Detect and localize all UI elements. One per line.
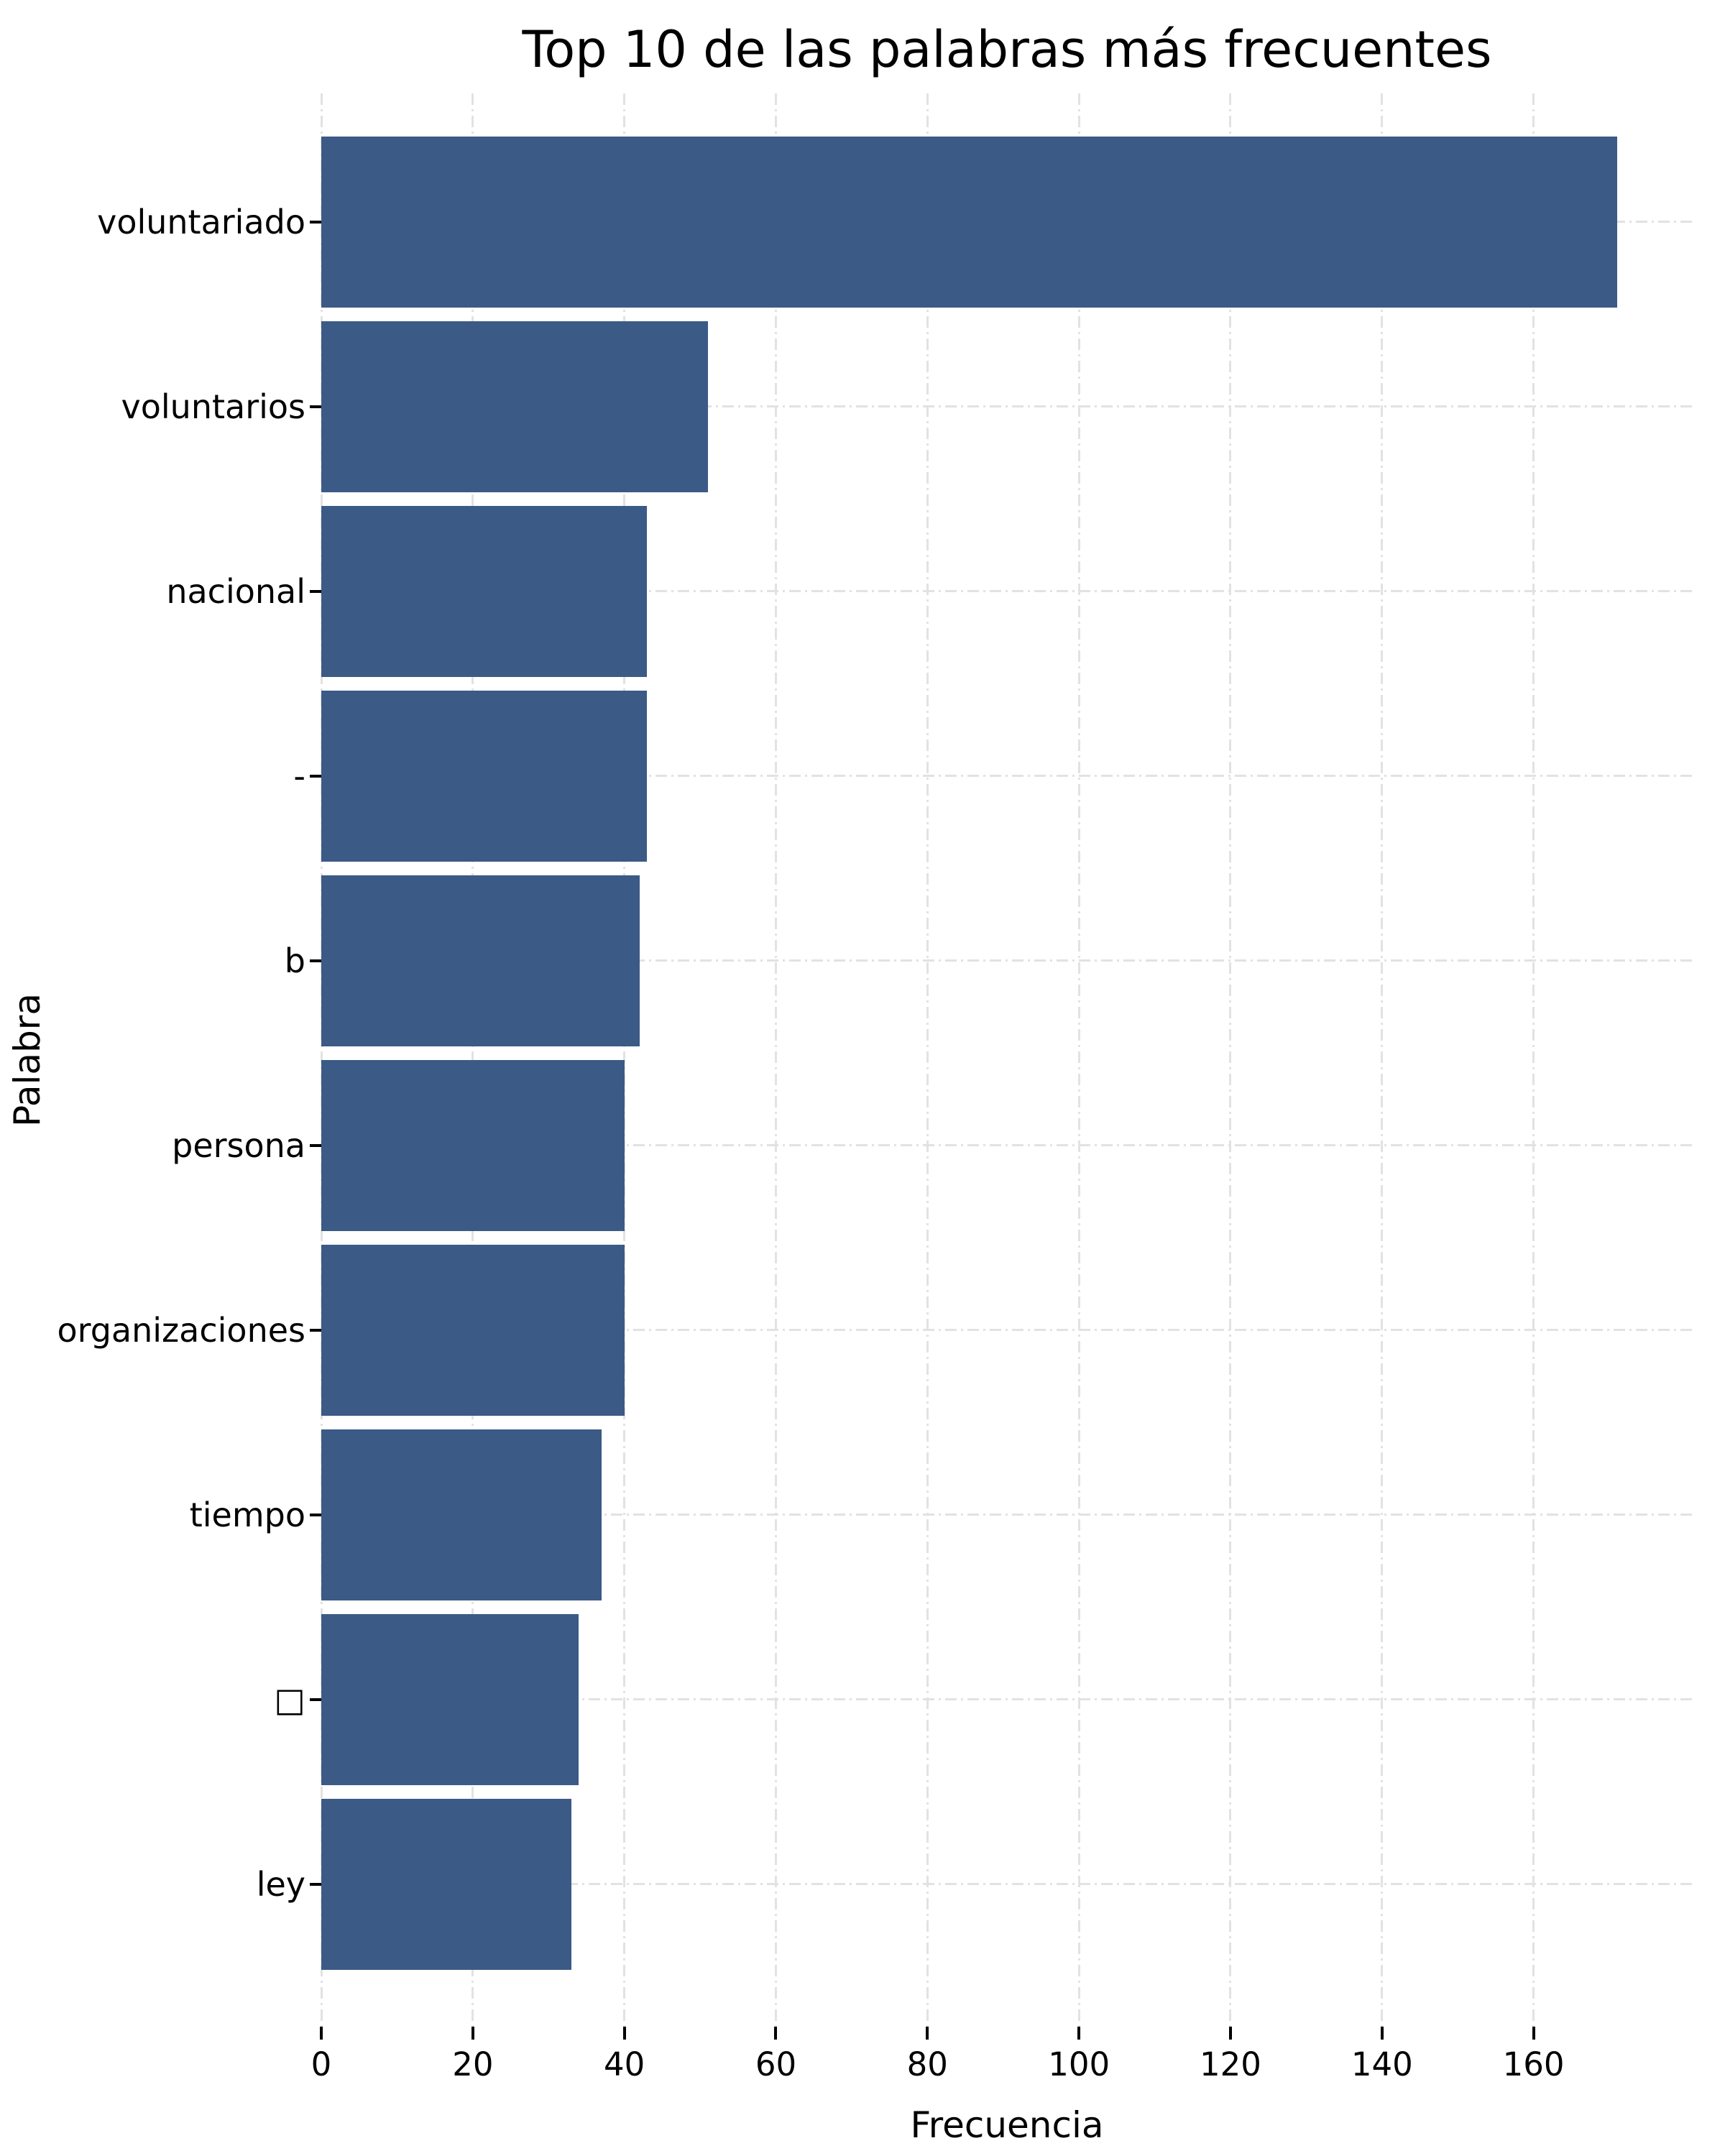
x-tick-label: 80 (906, 2045, 948, 2083)
y-tick-label: persona (172, 1125, 305, 1165)
x-tick-label: 120 (1200, 2045, 1261, 2083)
plot-area (320, 93, 1693, 2027)
y-tick-label: tiempo (189, 1495, 305, 1534)
x-tick-mark (926, 2027, 929, 2040)
y-tick-label: ley (256, 1864, 305, 1904)
x-tick-label: 20 (452, 2045, 494, 2083)
bar-9 (321, 1613, 579, 1785)
y-tick-mark (310, 1882, 321, 1886)
x-tick-mark (320, 2027, 323, 2040)
x-tick-mark (1380, 2027, 1384, 2040)
bar-6 (321, 1059, 625, 1231)
x-tick-mark (1228, 2027, 1232, 2040)
bar-8 (321, 1429, 602, 1600)
bar-2 (321, 321, 708, 492)
x-tick-mark (471, 2027, 474, 2040)
y-tick-label: voluntariado (97, 202, 305, 241)
chart-title: Top 10 de las palabras más frecuentes (522, 20, 1492, 79)
x-tick-mark (1077, 2027, 1081, 2040)
x-gridline (623, 93, 626, 2027)
y-axis-label: Palabra (6, 992, 48, 1128)
x-tick-label: 140 (1351, 2045, 1413, 2083)
y-tick-mark (310, 774, 321, 778)
y-gridline (321, 405, 1693, 407)
x-gridline (1229, 93, 1232, 2027)
x-gridline (1381, 93, 1384, 2027)
bar-5 (321, 875, 640, 1046)
x-axis-label: Frecuencia (910, 2104, 1104, 2146)
bar-4 (321, 690, 648, 862)
bar-1 (321, 136, 1617, 308)
x-tick-mark (774, 2027, 778, 2040)
y-tick-mark (310, 1513, 321, 1516)
y-tick-mark (310, 1143, 321, 1147)
y-gridline (321, 959, 1693, 962)
x-gridline (1077, 93, 1080, 2027)
y-tick-label: - (293, 756, 305, 796)
y-gridline (321, 1698, 1693, 1700)
x-gridline (1532, 93, 1535, 2027)
y-tick-mark (310, 959, 321, 962)
x-tick-label: 160 (1502, 2045, 1565, 2083)
y-tick-label: nacional (166, 571, 305, 611)
y-tick-label: voluntarios (121, 387, 305, 426)
y-tick-label: □ (274, 1680, 305, 1719)
x-tick-label: 100 (1048, 2045, 1110, 2083)
x-tick-label: 60 (755, 2045, 797, 2083)
bar-10 (321, 1798, 571, 1970)
y-tick-label: organizaciones (57, 1310, 305, 1350)
x-gridline (774, 93, 777, 2027)
y-tick-mark (310, 1328, 321, 1332)
x-tick-label: 0 (310, 2045, 332, 2083)
x-tick-mark (622, 2027, 626, 2040)
y-tick-mark (310, 1697, 321, 1701)
bar-7 (321, 1244, 625, 1416)
y-tick-mark (310, 589, 321, 593)
y-gridline (321, 590, 1693, 592)
bar-3 (321, 505, 648, 677)
y-tick-mark (310, 220, 321, 224)
y-gridline (321, 1883, 1693, 1885)
x-tick-label: 40 (604, 2045, 645, 2083)
y-gridline (321, 1329, 1693, 1331)
y-tick-label: b (284, 941, 305, 980)
y-gridline (321, 775, 1693, 777)
y-gridline (321, 1514, 1693, 1516)
x-tick-mark (1532, 2027, 1535, 2040)
x-gridline (926, 93, 929, 2027)
y-gridline (321, 1144, 1693, 1146)
y-tick-mark (310, 405, 321, 408)
